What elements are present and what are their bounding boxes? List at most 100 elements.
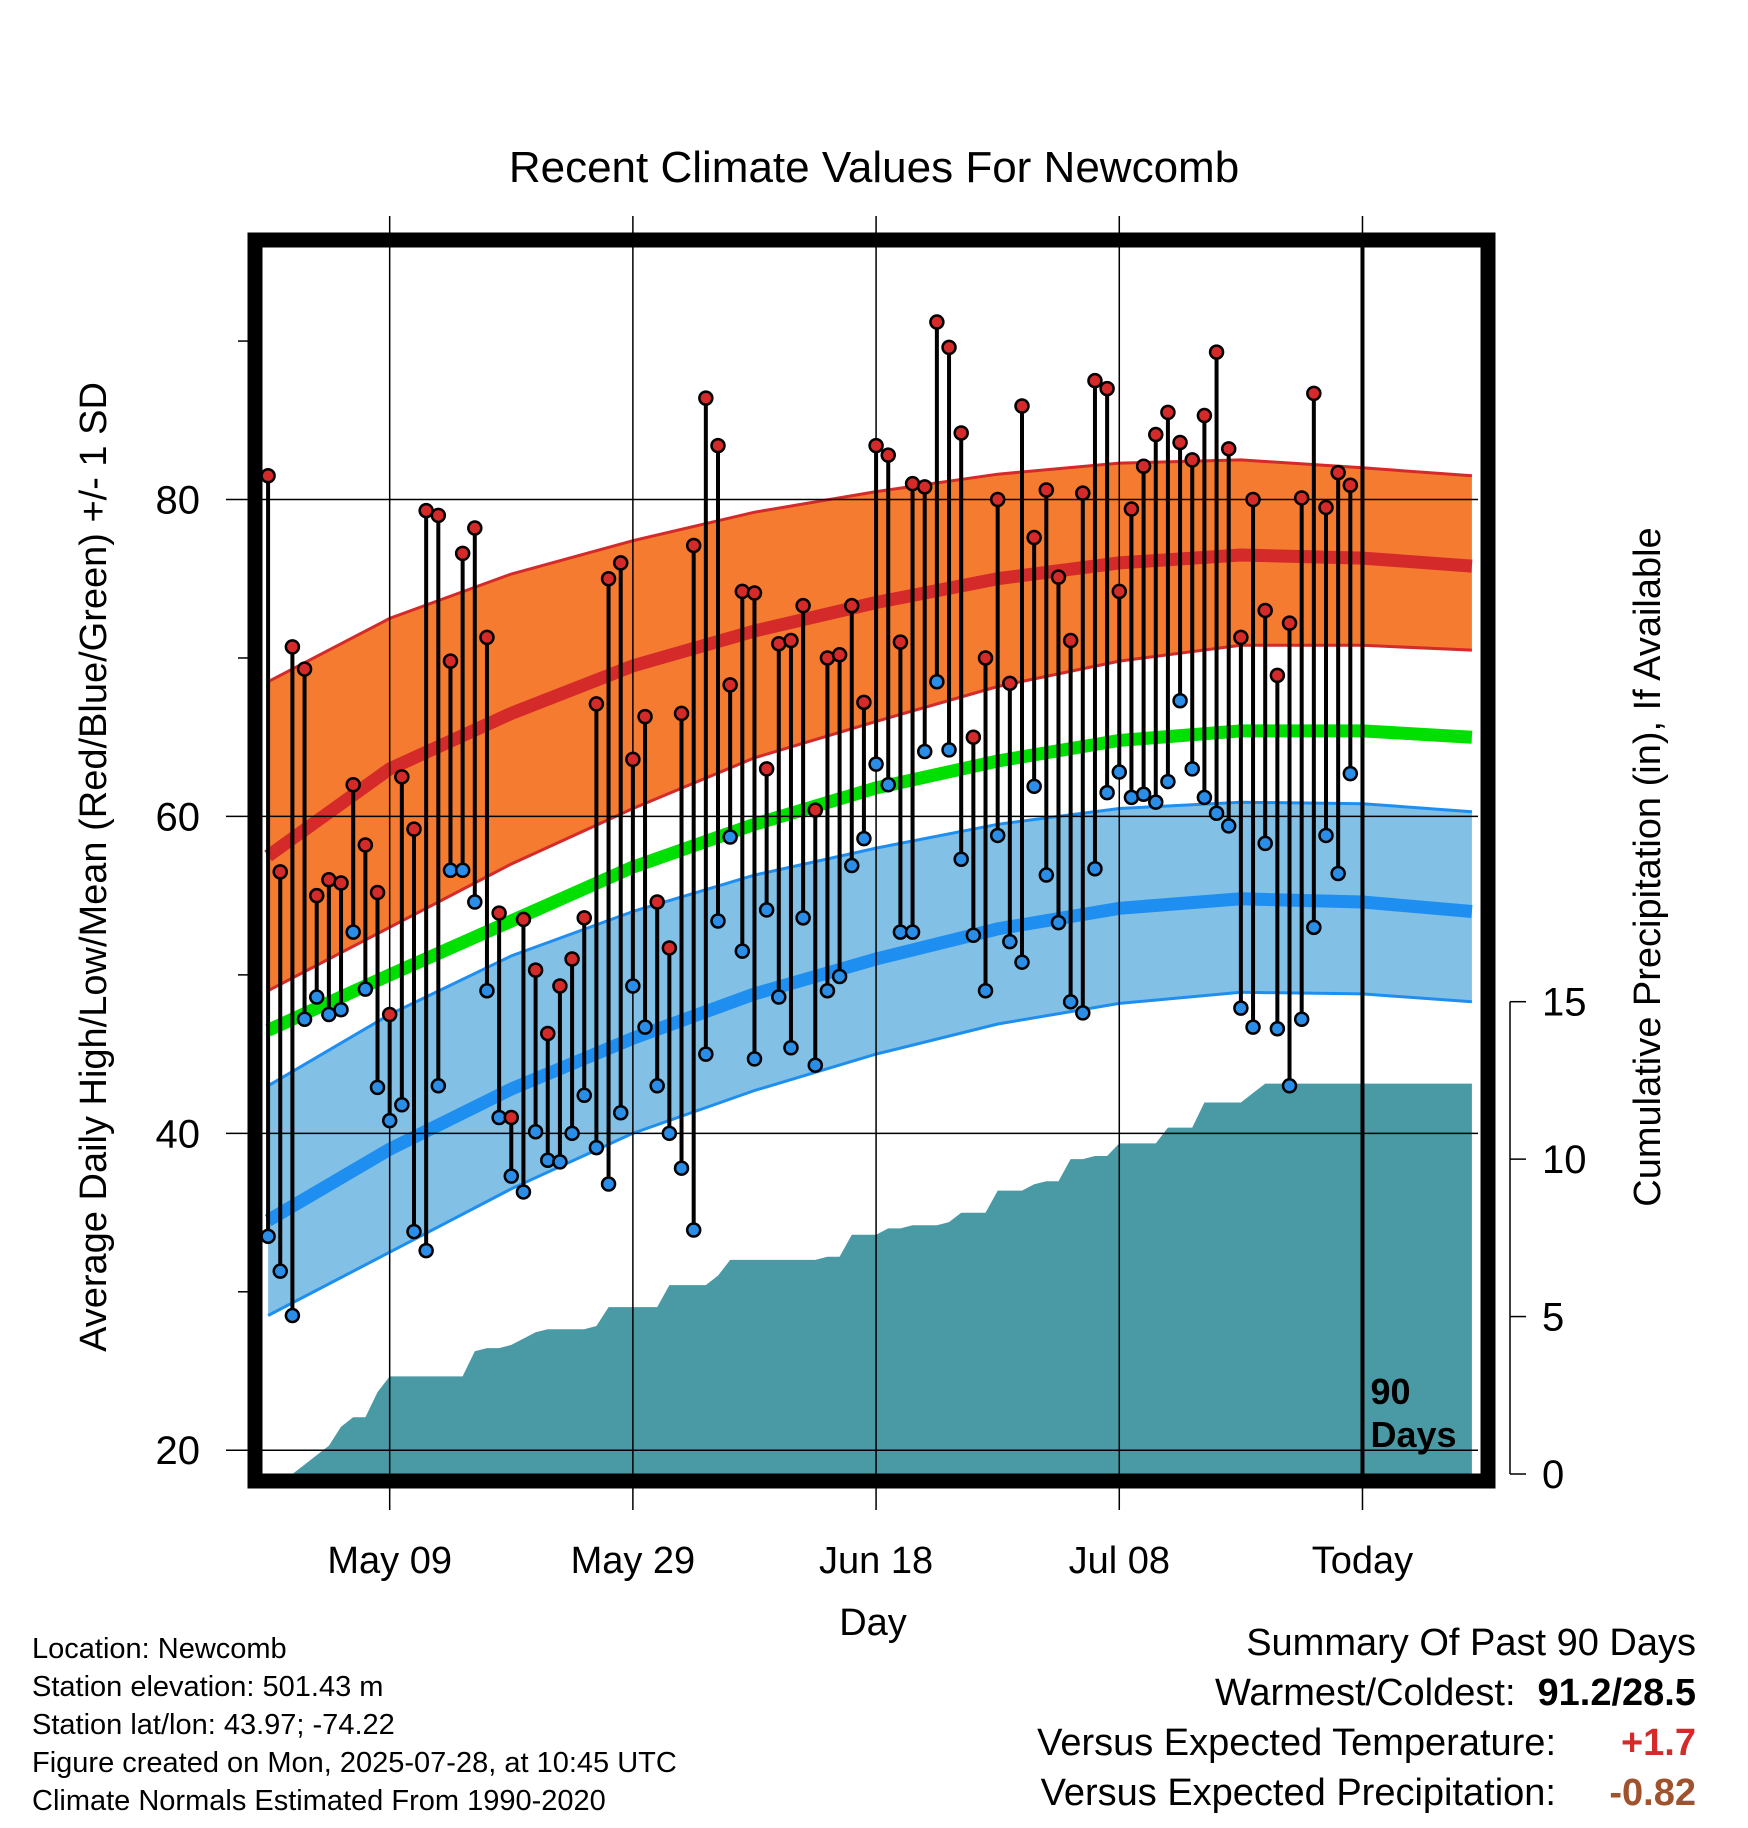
today-days-label: Days (1370, 1414, 1456, 1455)
daily-low-point (1087, 860, 1103, 877)
daily-low-point (527, 1123, 544, 1140)
daily-high-point (406, 821, 422, 837)
daily-low-point (941, 742, 957, 758)
x-tick-label: Today (1312, 1540, 1413, 1582)
daily-high-point (734, 583, 751, 600)
daily-high-point (710, 437, 726, 454)
daily-high-point (540, 1025, 556, 1042)
daily-low-point (381, 1112, 398, 1129)
daily-high-point (1196, 407, 1213, 424)
daily-high-point (758, 761, 775, 777)
daily-low-point (296, 1011, 313, 1027)
daily-low-point (1160, 773, 1176, 790)
location-name: Location: Newcomb (32, 1633, 287, 1665)
daily-high-point (941, 339, 957, 356)
y2-axis-label: Cumulative Precipitation (in), If Availa… (1627, 527, 1669, 1206)
daily-low-point (1050, 914, 1067, 931)
daily-low-point (1318, 827, 1334, 844)
daily-high-point (442, 653, 459, 669)
daily-low-point (515, 1184, 532, 1200)
daily-high-point (503, 1109, 520, 1126)
daily-low-point (394, 1097, 410, 1113)
daily-low-point (588, 1139, 605, 1156)
daily-high-point (262, 468, 276, 484)
daily-high-point (1099, 380, 1115, 397)
daily-low-point (1148, 794, 1164, 810)
x-tick-label: Jul 08 (1069, 1540, 1170, 1582)
y2-tick-label: 0 (1542, 1453, 1564, 1497)
y-tick-label: 40 (156, 1112, 201, 1156)
temp-value: +1.7 (1620, 1722, 1696, 1764)
high-normal-band (268, 459, 1472, 991)
daily-high-point (783, 632, 799, 649)
daily-low-point (272, 1263, 288, 1279)
daily-low-point (418, 1242, 434, 1259)
daily-low-point (612, 1104, 629, 1121)
daily-low-point (467, 894, 483, 910)
daily-high-point (722, 677, 738, 693)
y2-tick-label: 15 (1542, 981, 1587, 1025)
daily-low-point (685, 1222, 702, 1238)
daily-high-point (308, 887, 325, 904)
daily-high-point (454, 545, 471, 562)
daily-high-point (880, 447, 896, 463)
warm-cold-label: Warmest/Coldest: (1214, 1672, 1516, 1714)
daily-low-point (1233, 1000, 1249, 1016)
daily-low-point (965, 927, 982, 944)
daily-low-point (479, 982, 495, 999)
daily-high-point (1306, 385, 1322, 402)
daily-low-point (722, 829, 738, 845)
y2-tick-label: 10 (1542, 1138, 1587, 1182)
daily-high-point (989, 491, 1006, 508)
daily-low-point (1257, 835, 1273, 852)
climate-normals-note: Climate Normals Estimated From 1990-2020 (32, 1785, 606, 1817)
summary-temp: Versus Expected Temperature: +1.7 (1037, 1718, 1696, 1768)
daily-low-point (844, 857, 860, 874)
daily-low-point (1002, 933, 1018, 950)
daily-low-point (795, 910, 811, 926)
daily-low-point (454, 862, 471, 879)
daily-low-point (430, 1078, 447, 1094)
daily-high-point (965, 729, 982, 745)
daily-high-point (807, 802, 824, 818)
daily-high-point (467, 520, 483, 536)
daily-low-point (1135, 786, 1152, 802)
daily-low-point (625, 978, 641, 994)
summary-precip: Versus Expected Precipitation: -0.82 (1037, 1768, 1696, 1818)
daily-low-point (1062, 994, 1079, 1010)
daily-low-point (406, 1223, 422, 1240)
daily-high-point (1318, 499, 1334, 516)
daily-low-point (649, 1078, 665, 1094)
daily-high-point (491, 905, 507, 921)
daily-high-point (333, 875, 349, 891)
daily-low-point (1269, 1021, 1286, 1037)
daily-high-point (1172, 434, 1188, 451)
daily-low-point (953, 851, 969, 867)
daily-low-point (989, 827, 1006, 844)
daily-high-point (527, 962, 544, 978)
daily-high-point (430, 507, 447, 524)
daily-low-point (904, 924, 921, 940)
y-tick-label: 60 (156, 795, 201, 839)
summary-panel: Summary Of Past 90 Days Warmest/Coldest:… (1037, 1618, 1696, 1818)
daily-low-point (1184, 761, 1200, 777)
daily-high-point (1208, 344, 1225, 360)
daily-high-point (929, 314, 945, 330)
daily-high-point (953, 425, 969, 441)
low-normal-band (268, 802, 1472, 1316)
daily-low-point (262, 1228, 276, 1245)
daily-high-point (1038, 482, 1055, 498)
daily-low-point (868, 756, 884, 772)
daily-high-point (1269, 667, 1286, 684)
daily-low-point (1342, 765, 1359, 782)
daily-high-point (284, 639, 301, 655)
daily-high-point (1148, 426, 1164, 443)
daily-high-point (868, 437, 884, 454)
daily-low-point (771, 989, 787, 1005)
daily-low-point (661, 1125, 678, 1142)
daily-high-point (1245, 491, 1261, 508)
temp-label: Versus Expected Temperature: (1037, 1722, 1556, 1764)
daily-high-point (1002, 675, 1018, 692)
station-latlon: Station lat/lon: 43.97; -74.22 (32, 1709, 395, 1741)
